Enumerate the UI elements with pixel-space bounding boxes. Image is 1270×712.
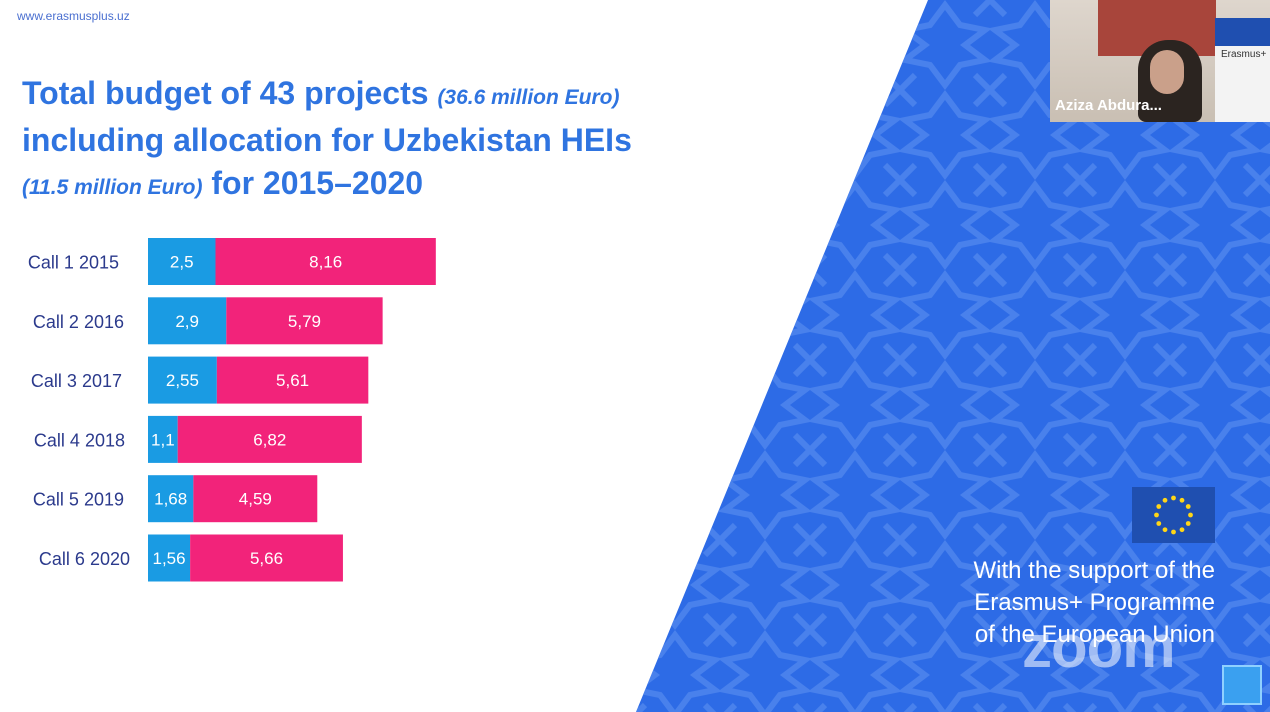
category-label: Call 5 2019	[33, 490, 124, 510]
banner-text: Erasmus+	[1221, 49, 1267, 60]
participant-face	[1150, 50, 1184, 94]
eu-star	[1179, 527, 1185, 533]
data-label: 2,55	[166, 371, 199, 390]
slide-title: Total budget of 43 projects (36.6 millio…	[22, 72, 722, 209]
eu-star	[1171, 529, 1176, 535]
bar-segment-other	[193, 475, 318, 523]
data-label: 2,9	[175, 312, 199, 331]
category-label: Call 2 2016	[33, 312, 124, 332]
category-label: Call 1 2015	[28, 253, 119, 273]
eu-star	[1185, 521, 1191, 526]
data-label: 8,16	[309, 253, 342, 272]
title-part-2: including allocation for Uzbekistan HEIs	[22, 122, 632, 158]
participant-video-tile[interactable]: Erasmus+ Aziza Abdura...	[1050, 0, 1270, 122]
support-line-1: With the support of the	[973, 557, 1215, 584]
zoom-watermark: zoom	[1022, 613, 1176, 680]
eu-flag	[1132, 487, 1215, 543]
site-url: www.erasmusplus.uz	[17, 9, 130, 23]
erasmus-banner: Erasmus+	[1215, 18, 1270, 122]
category-label: Call 3 2017	[31, 371, 122, 391]
title-part-1: Total budget of 43 projects	[22, 75, 429, 111]
support-line-3: of the European Union	[974, 621, 1215, 648]
bar-segment-other	[216, 356, 369, 404]
participant-name: Aziza Abdura...	[1055, 97, 1162, 114]
eu-star	[1156, 521, 1162, 526]
corner-badge-icon[interactable]	[1222, 665, 1262, 705]
data-label: 5,79	[288, 312, 321, 331]
data-label: 4,59	[239, 490, 272, 509]
bar-segment-uzbekistan	[148, 475, 194, 523]
bar-segment-other	[226, 297, 383, 345]
eu-star	[1156, 504, 1162, 509]
title-part-3: for 2015–2020	[211, 165, 424, 201]
eu-star	[1179, 497, 1185, 503]
data-label: 1,1	[151, 430, 175, 449]
data-label: 6,82	[253, 430, 286, 449]
bar-segment-uzbekistan	[148, 238, 216, 285]
eu-star	[1154, 512, 1159, 518]
data-label: 5,61	[276, 371, 309, 390]
eu-stars-icon	[1154, 495, 1193, 535]
category-label: Call 4 2018	[34, 430, 125, 450]
bar-segment-other	[215, 238, 436, 285]
category-label: Call 6 2020	[39, 549, 130, 569]
bar-segment-other	[177, 415, 362, 463]
bar-segment-uzbekistan	[148, 356, 217, 404]
bar-segment-uzbekistan	[148, 297, 227, 345]
data-label: 1,56	[153, 549, 186, 568]
eu-star	[1171, 495, 1176, 501]
eu-star	[1162, 527, 1168, 533]
bar-segment-uzbekistan	[148, 415, 178, 463]
data-label: 5,66	[250, 549, 283, 568]
eu-star	[1185, 504, 1191, 509]
banner-flag	[1215, 18, 1270, 46]
support-text: With the support of the Erasmus+ Program…	[930, 555, 1215, 651]
data-label: 2,5	[170, 253, 194, 272]
budget-bar-chart: Call 1 2015 2,5 8,16 Call 2 2016 2,9 5,79 Call…	[28, 238, 436, 582]
eu-star	[1188, 512, 1193, 518]
support-line-2: Erasmus+ Programme	[974, 589, 1215, 616]
title-note-2: (11.5 million Euro)	[22, 176, 203, 199]
bar-segment-other	[190, 534, 343, 582]
eu-star	[1162, 497, 1168, 503]
bar-segment-uzbekistan	[148, 534, 191, 582]
title-note-1: (36.6 million Euro)	[437, 86, 620, 109]
data-label: 1,68	[154, 490, 187, 509]
